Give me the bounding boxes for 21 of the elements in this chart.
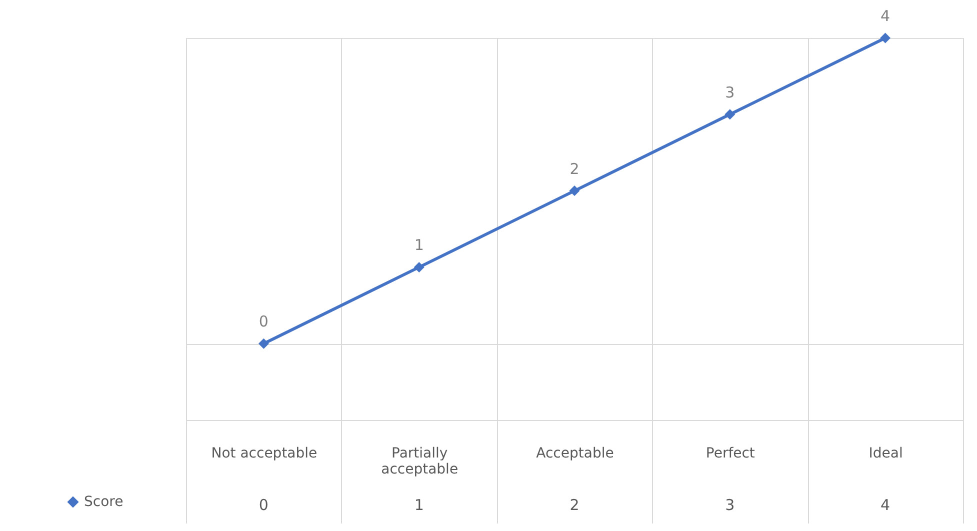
x-tick-label: Acceptable: [536, 446, 614, 462]
annotation: 1: [414, 236, 424, 254]
data-label: 3: [725, 496, 735, 514]
point: [724, 109, 736, 120]
point: [258, 338, 269, 349]
annotation: 2: [570, 160, 580, 178]
data-label: 2: [570, 496, 580, 514]
text: 4: [880, 7, 890, 25]
x-tick-label: Partially acceptable: [381, 446, 458, 478]
point: [569, 186, 580, 196]
point: [880, 32, 891, 44]
data-label: 4: [880, 496, 890, 514]
data-label: 1: [414, 496, 424, 514]
x-tick-label: Ideal: [868, 446, 903, 462]
annotation: 3: [725, 83, 735, 102]
annotation: 0: [258, 312, 268, 331]
data-label: 0: [258, 496, 268, 514]
x-tick-label: Perfect: [706, 446, 756, 462]
x-tick-label: Not acceptable: [211, 446, 318, 462]
legend-label: Score: [84, 494, 124, 510]
point: [414, 262, 424, 272]
